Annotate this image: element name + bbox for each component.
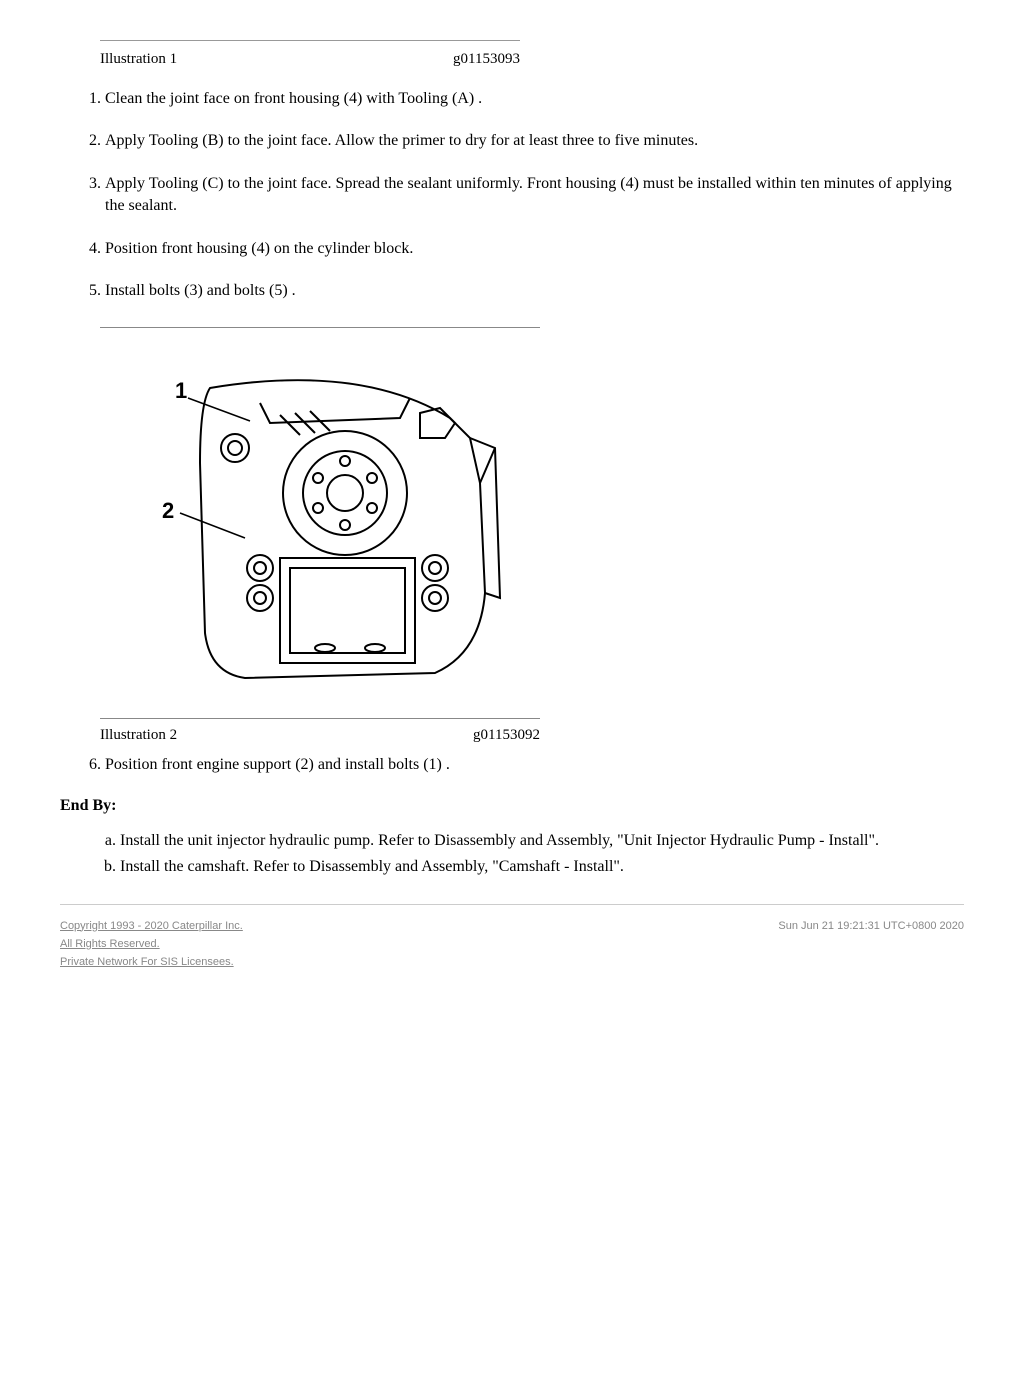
- illustration2-label: Illustration 2: [100, 727, 177, 744]
- step-4: Position front housing (4) on the cylind…: [105, 238, 964, 260]
- step-5: Install bolts (3) and bolts (5) .: [105, 280, 964, 302]
- step-6: Position front engine support (2) and in…: [105, 754, 964, 776]
- end-by-a: Install the unit injector hydraulic pump…: [120, 830, 964, 852]
- step-1: Clean the joint face on front housing (4…: [105, 88, 964, 110]
- figure-2: 1 2 Illustration 2 g01153092: [100, 327, 964, 744]
- end-by-heading: End By:: [60, 797, 964, 815]
- end-by-b: Install the camshaft. Refer to Disassemb…: [120, 856, 964, 878]
- illustration1-ref: g01153093: [453, 51, 520, 68]
- step-3: Apply Tooling (C) to the joint face. Spr…: [105, 173, 964, 218]
- steps-list: Clean the joint face on front housing (4…: [60, 88, 964, 302]
- illustration2-ref: g01153092: [473, 727, 540, 744]
- end-by-list: Install the unit injector hydraulic pump…: [60, 830, 964, 879]
- footer-rights-link[interactable]: All Rights Reserved.: [60, 938, 243, 950]
- housing-diagram: 1 2: [100, 343, 530, 703]
- callout-2-label: 2: [162, 498, 174, 523]
- footer-network-link[interactable]: Private Network For SIS Licensees.: [60, 956, 243, 968]
- steps-list-cont: Position front engine support (2) and in…: [60, 754, 964, 776]
- illustration1-label: Illustration 1: [100, 51, 177, 68]
- footer-copyright-link[interactable]: Copyright 1993 - 2020 Caterpillar Inc.: [60, 920, 243, 932]
- page-footer: Copyright 1993 - 2020 Caterpillar Inc. A…: [60, 920, 964, 974]
- step-2: Apply Tooling (B) to the joint face. All…: [105, 130, 964, 152]
- callout-1-label: 1: [175, 378, 187, 403]
- footer-timestamp: Sun Jun 21 19:21:31 UTC+0800 2020: [778, 920, 964, 974]
